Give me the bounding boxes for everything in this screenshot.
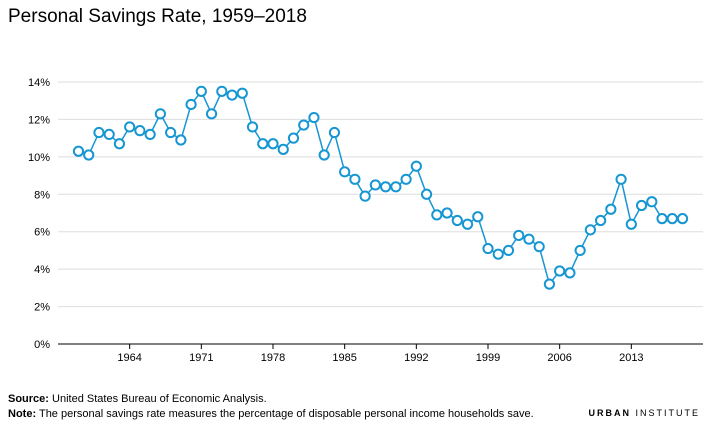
y-axis: 0% 2% 4% 6% 8% 10% 12% 14% [28, 77, 50, 351]
data-point [482, 242, 494, 255]
y-tick-label: 6% [34, 227, 50, 239]
data-point [523, 233, 535, 245]
data-point [246, 121, 259, 133]
y-tick-label: 8% [34, 189, 50, 201]
y-tick-label: 2% [34, 302, 50, 314]
x-tick-label: 1971 [189, 352, 213, 364]
x-tick-label: 1992 [404, 352, 428, 364]
data-point [441, 207, 453, 219]
data-point [93, 126, 105, 139]
data-point [359, 190, 371, 202]
y-tick-label: 0% [34, 339, 50, 351]
data-point [431, 209, 443, 221]
data-point [584, 224, 596, 236]
data-point [165, 126, 177, 139]
data-point [492, 248, 504, 260]
data-point [676, 213, 689, 225]
line-chart: 0% 2% 4% 6% 8% 10% 12% 14% 1964 1971 1978 1985 1992… [28, 77, 703, 364]
data-point [502, 244, 515, 257]
data-point [298, 119, 310, 131]
data-point [318, 149, 330, 161]
data-point [328, 126, 341, 139]
data-point [420, 188, 433, 200]
data-point [380, 181, 392, 193]
note-label: Note: [8, 408, 37, 420]
data-point [451, 214, 463, 227]
data-point [103, 128, 115, 140]
data-point [625, 218, 637, 230]
data-point [646, 196, 658, 208]
data-point [144, 128, 156, 140]
data-point [195, 85, 207, 97]
data-point [113, 138, 126, 150]
data-point [400, 173, 412, 185]
data-point [513, 229, 525, 242]
data-point [635, 199, 648, 212]
data-point [349, 173, 361, 185]
x-tick-label: 1964 [117, 352, 141, 364]
data-point [124, 121, 136, 133]
data-point [257, 138, 269, 150]
data-point [339, 166, 351, 178]
brand-part2: INSTITUTE [635, 408, 700, 418]
data-point [277, 143, 289, 155]
data-point [308, 111, 320, 124]
data-point [574, 244, 586, 257]
x-tick-label: 2006 [547, 352, 571, 364]
data-point [369, 179, 381, 191]
source-label: Source: [8, 393, 49, 405]
data-point [605, 203, 617, 215]
data-point [236, 87, 248, 99]
source-line: Source: United States Bureau of Economic… [8, 392, 534, 407]
data-point [185, 98, 197, 111]
data-point [72, 145, 85, 157]
data-point [666, 213, 678, 225]
series-savings-rate [72, 85, 689, 290]
x-tick-label: 1978 [261, 352, 285, 364]
x-tick-label: 1985 [332, 352, 356, 364]
x-tick-label: 2013 [619, 352, 643, 364]
x-axis: 1964 1971 1978 1985 1992 1999 2006 2013 [117, 344, 644, 364]
chart-title: Personal Savings Rate, 1959–2018 [8, 6, 307, 27]
y-tick-label: 4% [34, 264, 50, 276]
y-tick-label: 10% [28, 152, 50, 164]
data-point [472, 211, 484, 223]
brand-part1: URBAN [588, 408, 631, 418]
data-point [615, 173, 627, 185]
data-point [533, 241, 545, 253]
data-point [656, 213, 668, 225]
data-point [83, 149, 95, 161]
note-line: Note: The personal savings rate measures… [8, 407, 534, 422]
data-point [564, 267, 576, 279]
data-point [175, 134, 187, 146]
data-point [410, 160, 422, 172]
data-point [287, 132, 300, 144]
data-point [216, 85, 228, 97]
chart-footer: Source: United States Bureau of Economic… [8, 392, 534, 422]
grid-lines [58, 81, 703, 345]
y-tick-label: 12% [28, 114, 50, 126]
urban-institute-logo: URBAN INSTITUTE [588, 408, 700, 418]
data-point [543, 278, 556, 290]
y-tick-label: 14% [28, 77, 50, 89]
data-point [205, 108, 218, 120]
data-point [390, 181, 402, 193]
data-point [134, 125, 146, 137]
data-point [226, 89, 238, 101]
x-tick-label: 1999 [476, 352, 500, 364]
data-point [461, 218, 474, 230]
source-text: United States Bureau of Economic Analysi… [52, 393, 267, 405]
data-point [267, 138, 279, 150]
data-point [554, 265, 566, 277]
data-point [154, 108, 166, 120]
note-text: The personal savings rate measures the p… [38, 408, 534, 420]
data-point [595, 214, 607, 227]
